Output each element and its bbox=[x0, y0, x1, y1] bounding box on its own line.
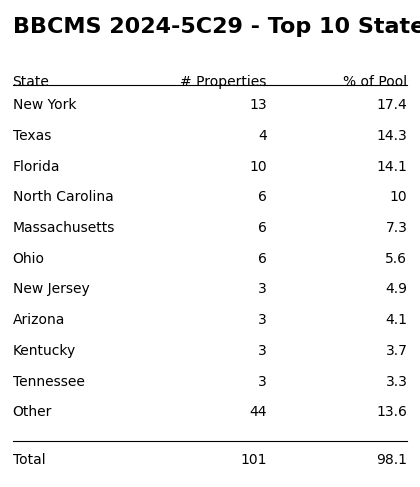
Text: 17.4: 17.4 bbox=[377, 98, 407, 112]
Text: Arizona: Arizona bbox=[13, 313, 65, 327]
Text: 4: 4 bbox=[258, 129, 267, 143]
Text: 3: 3 bbox=[258, 282, 267, 297]
Text: # Properties: # Properties bbox=[180, 75, 267, 90]
Text: 6: 6 bbox=[258, 190, 267, 205]
Text: 101: 101 bbox=[240, 453, 267, 467]
Text: % of Pool: % of Pool bbox=[343, 75, 407, 90]
Text: 4.1: 4.1 bbox=[386, 313, 407, 327]
Text: Tennessee: Tennessee bbox=[13, 375, 84, 389]
Text: 10: 10 bbox=[390, 190, 407, 205]
Text: Massachusetts: Massachusetts bbox=[13, 221, 115, 235]
Text: 44: 44 bbox=[249, 405, 267, 419]
Text: 14.3: 14.3 bbox=[377, 129, 407, 143]
Text: Other: Other bbox=[13, 405, 52, 419]
Text: 98.1: 98.1 bbox=[376, 453, 407, 467]
Text: Florida: Florida bbox=[13, 160, 60, 174]
Text: 14.1: 14.1 bbox=[376, 160, 407, 174]
Text: 7.3: 7.3 bbox=[386, 221, 407, 235]
Text: State: State bbox=[13, 75, 50, 90]
Text: 13: 13 bbox=[249, 98, 267, 112]
Text: 3: 3 bbox=[258, 313, 267, 327]
Text: New Jersey: New Jersey bbox=[13, 282, 89, 297]
Text: 6: 6 bbox=[258, 221, 267, 235]
Text: 3.3: 3.3 bbox=[386, 375, 407, 389]
Text: 3: 3 bbox=[258, 375, 267, 389]
Text: BBCMS 2024-5C29 - Top 10 States: BBCMS 2024-5C29 - Top 10 States bbox=[13, 17, 420, 37]
Text: 5.6: 5.6 bbox=[386, 252, 407, 266]
Text: North Carolina: North Carolina bbox=[13, 190, 113, 205]
Text: 3.7: 3.7 bbox=[386, 344, 407, 358]
Text: New York: New York bbox=[13, 98, 76, 112]
Text: 4.9: 4.9 bbox=[386, 282, 407, 297]
Text: 3: 3 bbox=[258, 344, 267, 358]
Text: 10: 10 bbox=[249, 160, 267, 174]
Text: Total: Total bbox=[13, 453, 45, 467]
Text: 6: 6 bbox=[258, 252, 267, 266]
Text: 13.6: 13.6 bbox=[376, 405, 407, 419]
Text: Ohio: Ohio bbox=[13, 252, 45, 266]
Text: Kentucky: Kentucky bbox=[13, 344, 76, 358]
Text: Texas: Texas bbox=[13, 129, 51, 143]
